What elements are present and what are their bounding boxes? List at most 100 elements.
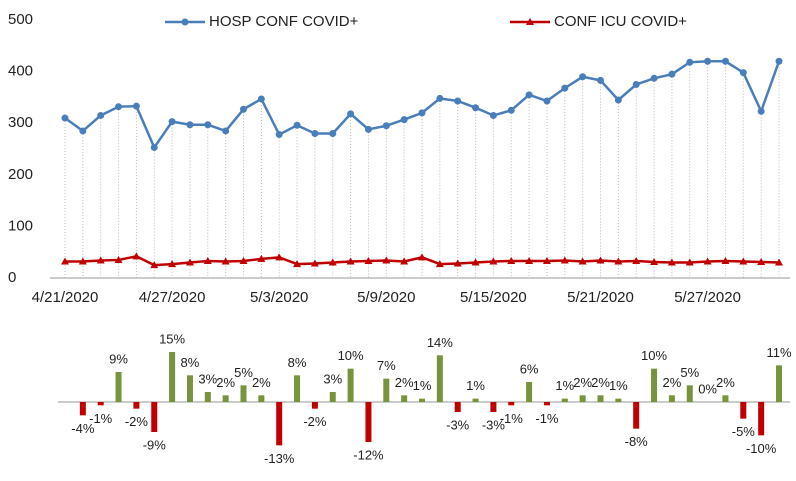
- data-label: 5%: [234, 365, 253, 380]
- point: [168, 260, 177, 268]
- legend-marker: [526, 18, 534, 25]
- x-tick-label: 5/9/2020: [357, 289, 415, 306]
- point: [310, 259, 319, 267]
- point: [257, 95, 265, 103]
- bar: [526, 382, 533, 402]
- data-label: -8%: [625, 434, 649, 449]
- data-label: 2%: [252, 375, 271, 390]
- point: [650, 258, 659, 266]
- bar: [79, 402, 86, 416]
- point: [435, 260, 444, 268]
- bar: [740, 402, 747, 419]
- bar: [276, 402, 283, 446]
- bar: [186, 375, 193, 402]
- point: [239, 256, 248, 264]
- point: [364, 125, 372, 133]
- x-tick-label: 4/21/2020: [32, 289, 99, 306]
- point: [275, 253, 284, 261]
- bar: [133, 402, 140, 409]
- point: [721, 256, 730, 264]
- bar: [204, 392, 211, 402]
- data-label: -13%: [264, 451, 295, 466]
- point: [275, 131, 283, 139]
- point: [150, 143, 158, 151]
- data-label: 1%: [555, 378, 574, 393]
- data-label: 3%: [323, 371, 342, 386]
- point: [685, 258, 694, 266]
- point: [221, 257, 230, 265]
- point: [596, 256, 605, 264]
- point: [542, 256, 551, 264]
- point: [775, 57, 783, 65]
- bar: [776, 365, 782, 402]
- point: [400, 116, 408, 124]
- data-label: 1%: [609, 378, 628, 393]
- data-label: 10%: [338, 348, 364, 363]
- data-label: -4%: [71, 421, 95, 436]
- data-label: 14%: [427, 335, 453, 350]
- bar: [115, 372, 122, 402]
- point: [328, 258, 337, 266]
- point: [96, 256, 105, 264]
- point: [329, 130, 337, 138]
- data-label: 15%: [159, 331, 185, 346]
- bar: [294, 375, 301, 402]
- y-tick-label: 200: [8, 166, 33, 183]
- bar: [472, 398, 479, 402]
- data-label: 2%: [716, 375, 735, 390]
- bar: [311, 402, 318, 409]
- data-label: 7%: [377, 358, 396, 373]
- data-label: 3%: [198, 371, 217, 386]
- point: [578, 257, 587, 265]
- point: [757, 107, 765, 115]
- x-tick-label: 5/21/2020: [567, 289, 634, 306]
- bar: [579, 395, 586, 402]
- bar: [561, 398, 568, 402]
- point: [79, 127, 87, 135]
- point: [757, 258, 766, 266]
- point: [204, 121, 212, 129]
- point: [579, 73, 587, 81]
- point: [78, 257, 87, 265]
- data-label: 1%: [413, 378, 432, 393]
- point: [543, 97, 551, 105]
- point: [489, 257, 498, 265]
- data-label: -3%: [446, 417, 470, 432]
- point: [293, 121, 301, 129]
- bar: [222, 395, 229, 402]
- point: [203, 256, 212, 264]
- y-tick-label: 400: [8, 63, 33, 80]
- point: [668, 70, 676, 78]
- data-label: 10%: [641, 348, 667, 363]
- data-label: 1%: [466, 378, 485, 393]
- point: [667, 258, 676, 266]
- data-label: -1%: [89, 411, 113, 426]
- data-label: -12%: [353, 447, 384, 462]
- point: [632, 81, 640, 88]
- data-label: 0%: [698, 381, 717, 396]
- x-tick-label: 5/27/2020: [674, 289, 741, 306]
- legend-label: HOSP CONF COVID+: [209, 13, 359, 30]
- point: [489, 111, 497, 119]
- point: [525, 256, 534, 264]
- bar: [454, 402, 461, 412]
- data-label: 5%: [680, 365, 699, 380]
- bar: [651, 368, 658, 402]
- bar: [597, 395, 604, 402]
- point: [346, 257, 355, 265]
- point: [721, 57, 729, 65]
- data-label: -10%: [746, 441, 777, 456]
- bar: [419, 398, 425, 402]
- point: [186, 121, 194, 129]
- bar: [686, 385, 693, 402]
- legend-label: CONF ICU COVID+: [554, 13, 687, 30]
- point: [507, 256, 516, 264]
- point: [775, 258, 783, 266]
- point: [561, 84, 569, 92]
- bar: [365, 402, 372, 442]
- point: [525, 91, 533, 99]
- legend-marker: [181, 18, 189, 26]
- point: [471, 258, 480, 266]
- point: [185, 258, 194, 266]
- point: [364, 256, 373, 264]
